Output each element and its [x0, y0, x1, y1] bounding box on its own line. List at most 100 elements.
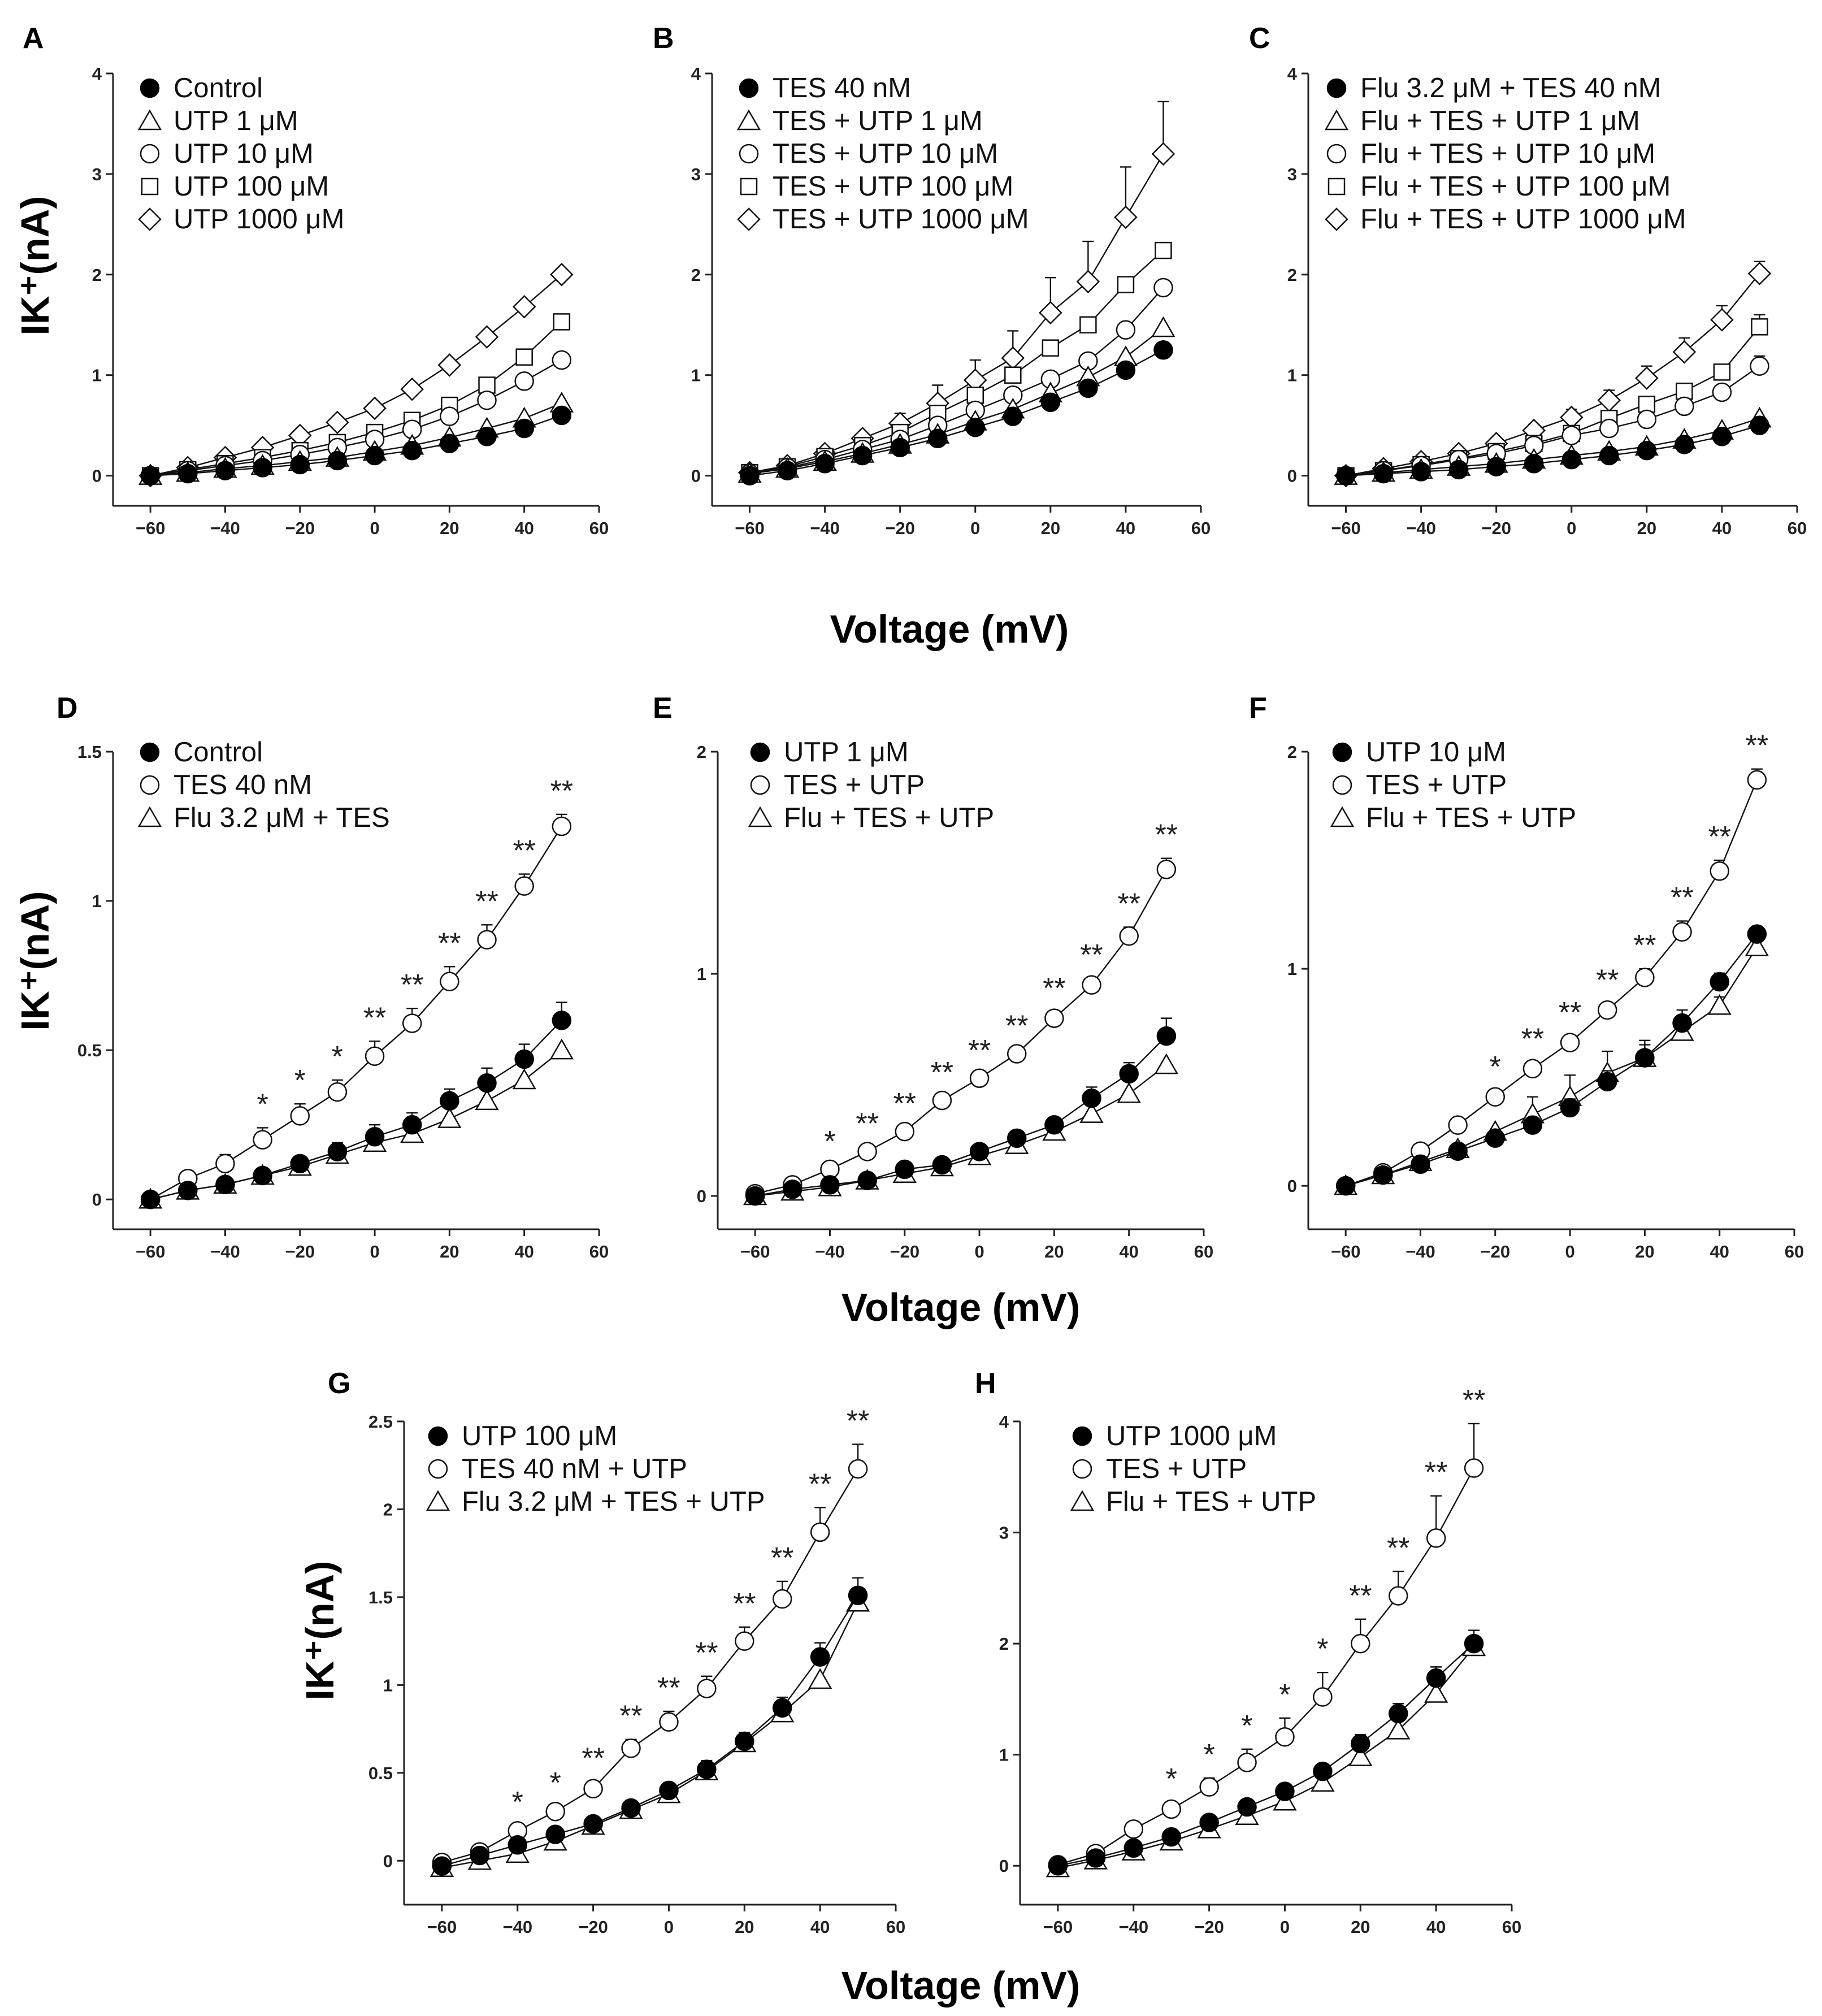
x-tick-label: 40 — [810, 1917, 830, 1937]
data-point — [1082, 1088, 1101, 1108]
significance-marker: ** — [931, 1056, 953, 1089]
data-point — [1464, 1633, 1484, 1654]
y-tick-label: 0 — [999, 1856, 1009, 1876]
data-point — [820, 1175, 840, 1195]
y-tick-label: 0 — [383, 1851, 393, 1871]
data-point — [1751, 318, 1768, 336]
legend-marker — [140, 742, 160, 762]
data-point — [1747, 262, 1772, 285]
x-tick-label: −20 — [1481, 518, 1511, 538]
data-point — [659, 1780, 679, 1801]
legend-entry: TES 40 nM + UTP — [462, 1454, 687, 1484]
data-point — [1123, 1819, 1144, 1839]
data-point — [1313, 1687, 1333, 1707]
y-tick-label: 2.5 — [368, 1412, 393, 1432]
x-tick-label: 20 — [735, 1917, 754, 1937]
series-flu-tes-utp — [743, 1053, 1179, 1206]
data-point — [1635, 1048, 1655, 1068]
x-tick-label: 40 — [1710, 1242, 1729, 1261]
data-point — [1151, 142, 1175, 166]
data-point — [1351, 1733, 1370, 1754]
data-point — [1373, 463, 1394, 484]
y-tick-label: 2 — [1287, 265, 1297, 285]
x-tick-label: 40 — [1712, 518, 1732, 538]
significance-marker: ** — [550, 775, 573, 808]
y-tick-label: 0 — [697, 1186, 706, 1206]
significance-marker: ** — [968, 1034, 991, 1067]
y-tick-label: 0 — [1287, 466, 1297, 486]
y-tick-label: 3 — [691, 164, 701, 184]
legend-marker — [740, 177, 758, 196]
data-point — [1076, 270, 1100, 294]
data-point — [1001, 346, 1025, 370]
legend-marker — [1072, 1459, 1092, 1479]
data-point — [1117, 1082, 1141, 1103]
data-point — [1079, 316, 1097, 334]
legend-entry: UTP 10 μM — [1366, 737, 1506, 768]
legend-marker — [1324, 109, 1349, 131]
data-point — [215, 1174, 235, 1195]
data-point — [1524, 454, 1544, 474]
x-tick-label: −40 — [1405, 1242, 1435, 1261]
x-axis-title-top: Voltage (mV) — [830, 607, 1069, 651]
data-point — [440, 433, 459, 453]
data-point — [927, 428, 948, 449]
x-tick-label: −40 — [1118, 1917, 1148, 1937]
x-tick-label: −20 — [1194, 1917, 1224, 1937]
significance-marker: ** — [1463, 1384, 1485, 1417]
data-point — [1151, 316, 1175, 337]
x-tick-label: −60 — [735, 518, 765, 538]
y-tick-label: 2 — [691, 265, 701, 285]
data-point — [512, 294, 536, 319]
data-point — [735, 1631, 754, 1651]
data-point — [810, 1647, 830, 1667]
x-tick-label: −60 — [1331, 518, 1361, 538]
y-tick-label: 1 — [691, 366, 701, 385]
legend-entry: Control — [173, 73, 263, 103]
legend-entry: Flu + TES + UTP — [784, 803, 994, 833]
x-tick-label: 0 — [974, 1242, 984, 1261]
legend-entry: Flu 3.2 μM + TES 40 nM — [1360, 73, 1662, 103]
y-tick-label: 1 — [999, 1745, 1009, 1765]
data-point — [1486, 457, 1506, 476]
data-point — [514, 1049, 534, 1069]
data-point — [178, 1181, 198, 1200]
data-point — [365, 1046, 385, 1066]
data-point — [1116, 320, 1136, 340]
data-point — [1747, 770, 1767, 790]
significance-marker: * — [1279, 1679, 1290, 1711]
significance-marker: ** — [856, 1108, 878, 1141]
data-point — [1386, 1718, 1411, 1740]
significance-marker: ** — [733, 1588, 756, 1620]
data-point — [1522, 1059, 1543, 1079]
x-tick-label: 0 — [370, 518, 379, 538]
significance-marker: * — [1490, 1051, 1501, 1083]
data-point — [1750, 415, 1769, 435]
x-tick-label: −60 — [1043, 1917, 1073, 1937]
data-point — [1275, 1781, 1295, 1801]
series-tes-utp-1-m — [738, 316, 1175, 483]
legend-marker — [428, 1426, 448, 1446]
series-line — [150, 1020, 562, 1200]
significance-marker: * — [550, 1767, 561, 1800]
significance-marker: * — [1203, 1738, 1214, 1771]
series-control — [140, 405, 572, 485]
data-point — [1448, 1115, 1468, 1135]
significance-marker: ** — [1043, 972, 1065, 1005]
series-line — [1345, 947, 1758, 1187]
legend-marker — [750, 742, 770, 762]
y-tick-label: 0 — [92, 466, 102, 486]
data-point — [1448, 459, 1469, 480]
data-point — [1597, 1000, 1617, 1020]
data-point — [1311, 1771, 1335, 1792]
panel-label: D — [57, 692, 78, 725]
x-tick-label: 0 — [1567, 518, 1576, 538]
series-flu-tes-utp — [1333, 935, 1769, 1195]
data-point — [932, 1155, 952, 1175]
legend-marker — [428, 1459, 448, 1479]
data-point — [1007, 1044, 1027, 1064]
significance-marker: ** — [1155, 819, 1178, 852]
data-point — [1237, 1797, 1257, 1817]
data-point — [857, 1142, 877, 1161]
